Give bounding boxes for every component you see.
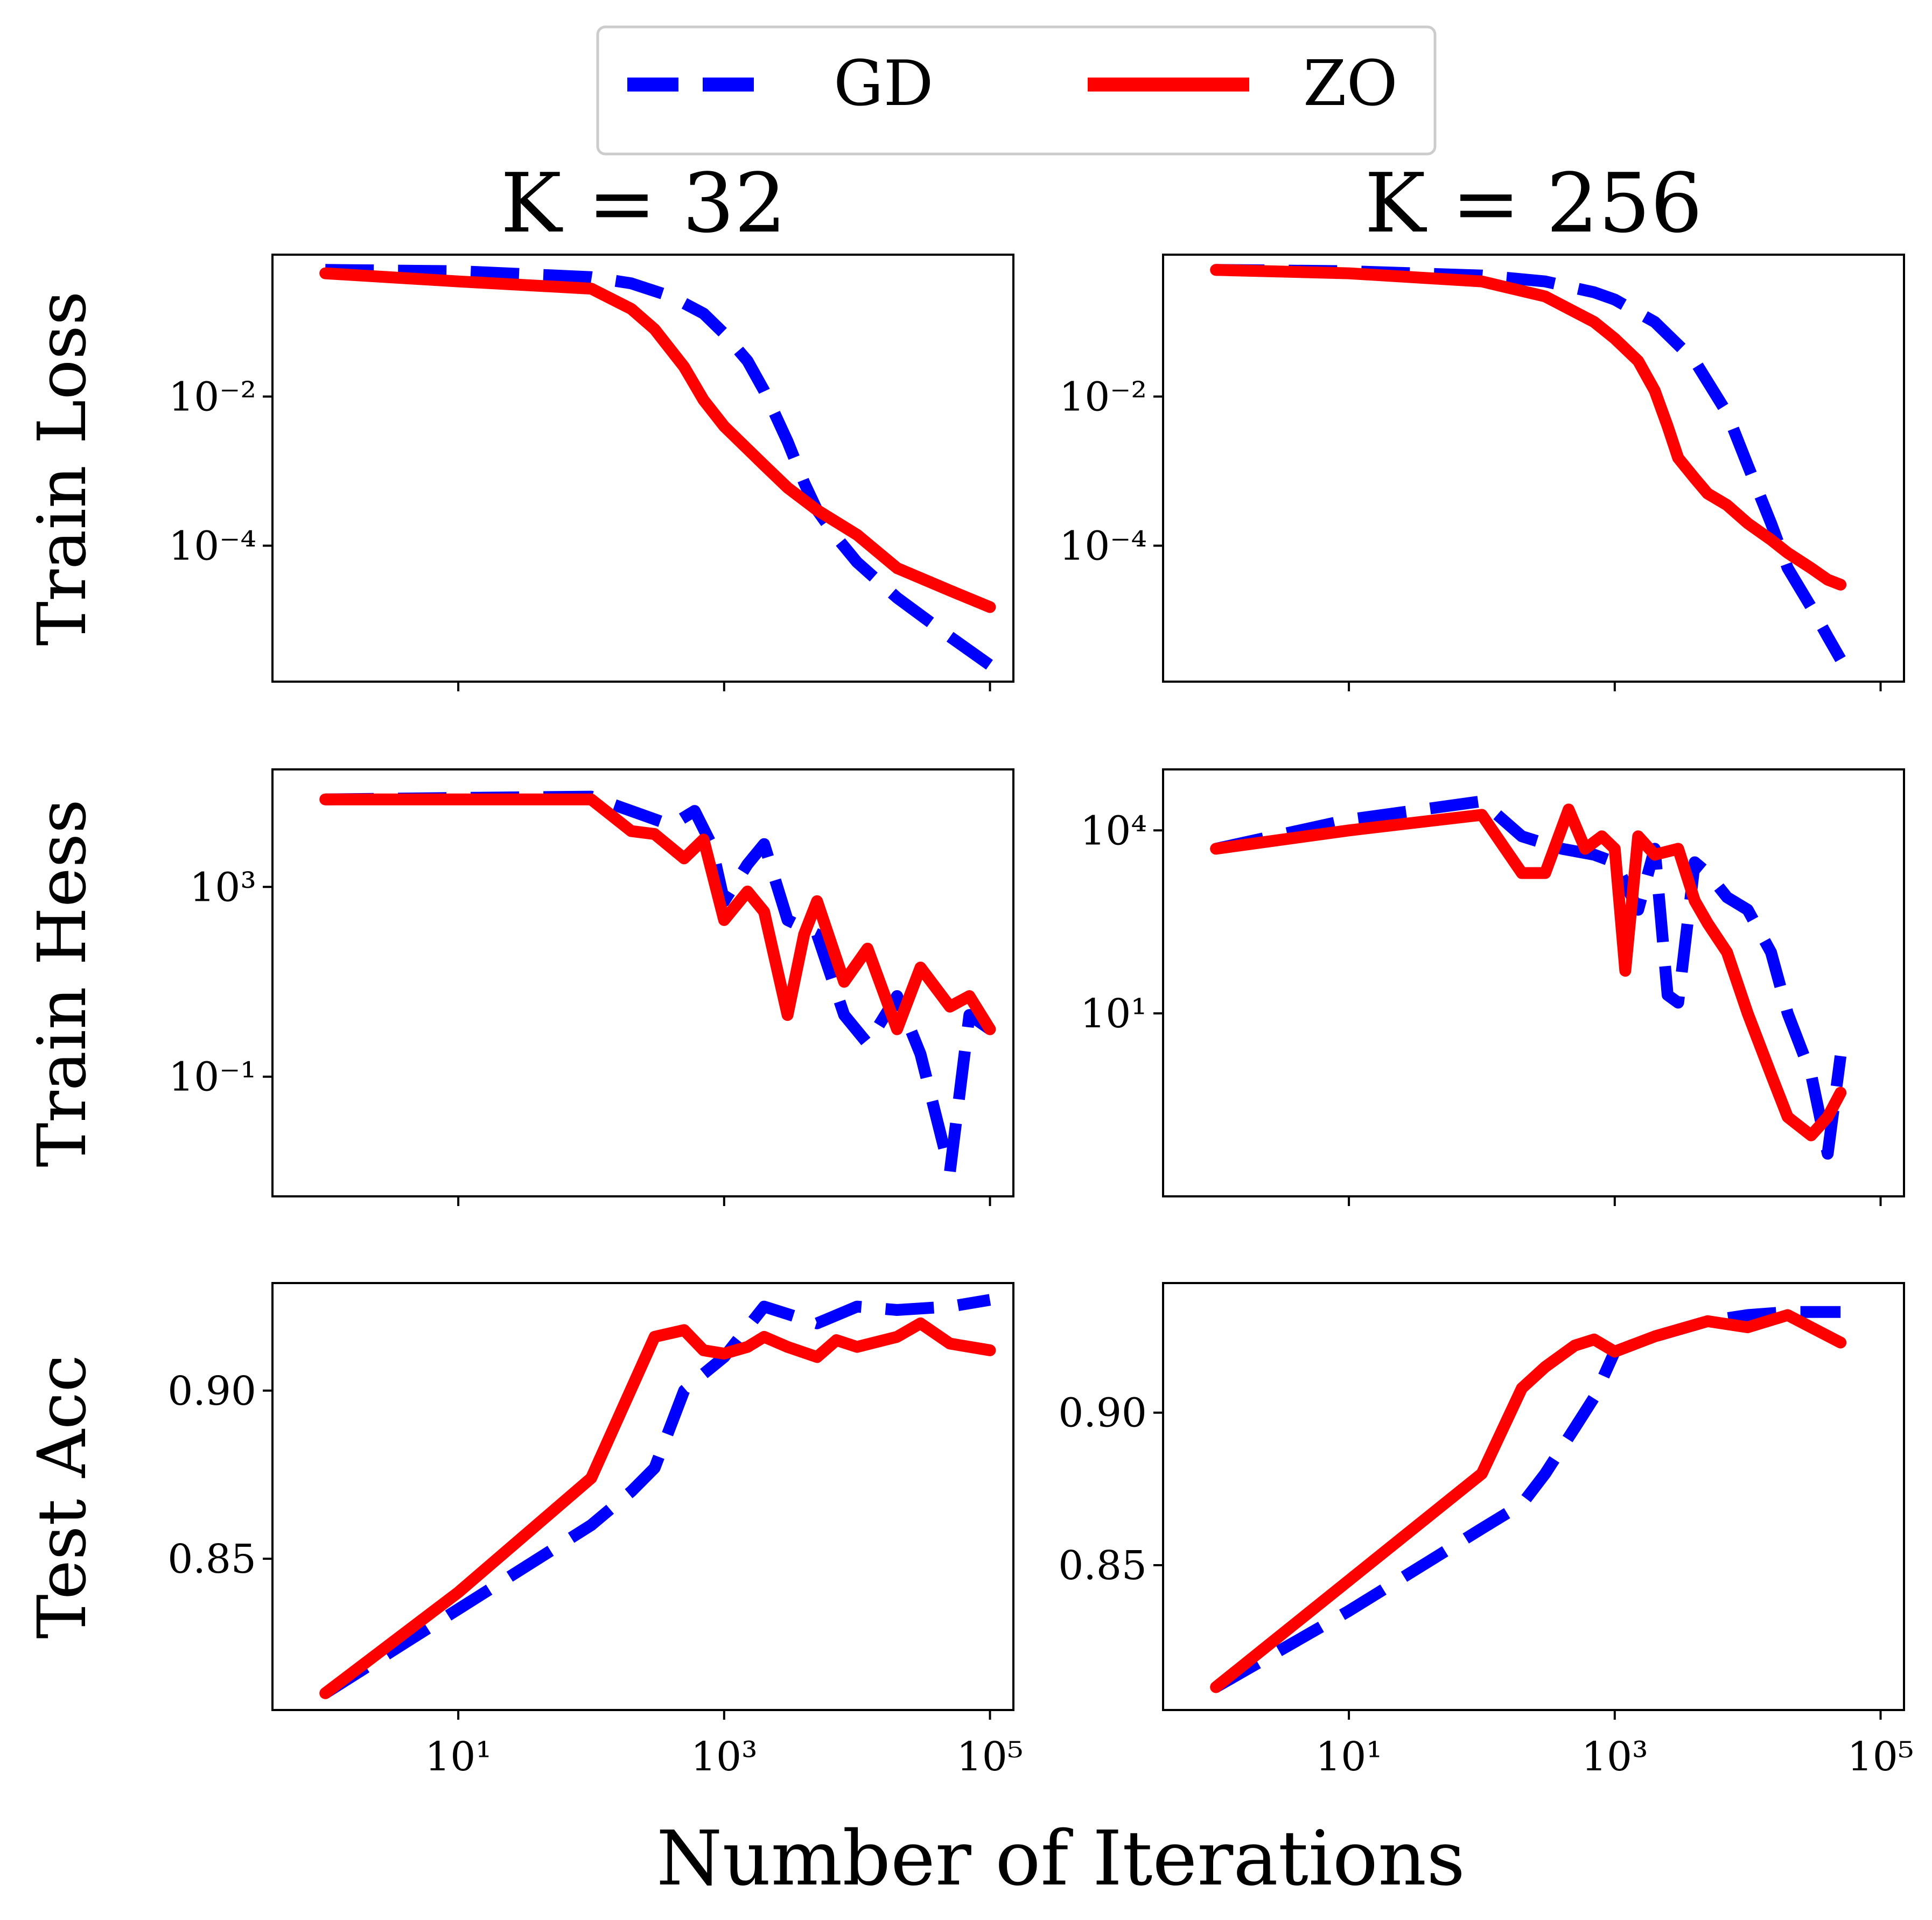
y-tick-label: 10⁻⁴: [1059, 523, 1147, 569]
legend-frame: [596, 25, 1437, 156]
y-tick-label: 10⁴: [1080, 808, 1147, 854]
series-zo-line: [319, 1317, 996, 1699]
series-zo-line: [1210, 1309, 1847, 1693]
series-zo-line: [319, 267, 996, 613]
x-tick-label: 10³: [1581, 1734, 1648, 1780]
series-gd-line: [325, 790, 993, 1178]
col-title-k32: K = 32: [501, 156, 787, 251]
y-tick-label: 0.90: [1058, 1390, 1147, 1437]
x-tick-label: 10¹: [425, 1734, 492, 1780]
x-tick-label: 10⁵: [1847, 1734, 1914, 1780]
series-group: [1210, 1306, 1847, 1693]
axes-frame: [1162, 254, 1905, 683]
panel-k32-train-loss: 10⁻² 10⁻⁴: [169, 254, 1014, 691]
row-label-train-hess: Train Hess: [24, 799, 101, 1167]
series-gd-line: [1216, 264, 1846, 662]
series-zo-line: [1210, 803, 1847, 1141]
panel-k32-test-acc: 10¹ 10³ 10⁵ 0.90 0.85: [167, 1282, 1024, 1780]
axes-frame: [1162, 768, 1905, 1197]
series-gd-line: [1214, 795, 1847, 1160]
panel-k256-train-loss: 10⁻² 10⁻⁴: [1059, 254, 1905, 691]
legend-zo-label: ZO: [1303, 47, 1398, 120]
series-group: [319, 1294, 996, 1699]
series-group: [319, 790, 996, 1178]
panel-k256-test-acc: 10¹ 10³ 10⁵ 0.90 0.85: [1058, 1282, 1914, 1780]
axes-frame: [271, 254, 1014, 683]
axes-frame: [1162, 1282, 1905, 1711]
y-tick-label: 10¹: [1080, 991, 1147, 1037]
y-tick-label: 0.85: [167, 1536, 256, 1582]
panel-k32-train-hess: 10³ 10⁻¹: [169, 768, 1014, 1206]
series-zo-line: [1210, 264, 1847, 591]
series-gd-line: [1213, 1306, 1841, 1693]
axes-frame: [271, 768, 1014, 1197]
y-tick-label: 10⁻⁴: [169, 523, 256, 569]
x-tick-label: 10¹: [1315, 1734, 1382, 1780]
series-group: [1210, 264, 1847, 662]
x-axis-label: Number of Iterations: [656, 1815, 1465, 1903]
row-label-test-acc: Test Acc: [24, 1355, 101, 1639]
legend: GD ZO: [596, 25, 1437, 156]
y-tick-label: 10⁻¹: [169, 1054, 256, 1101]
x-tick-label: 10³: [691, 1734, 758, 1780]
y-tick-label: 0.85: [1058, 1543, 1147, 1589]
row-label-train-loss: Train Loss: [24, 291, 101, 646]
col-title-k256: K = 256: [1364, 156, 1703, 251]
series-zo-line: [319, 793, 996, 1035]
y-tick-label: 10⁻²: [1059, 374, 1147, 421]
series-group: [1210, 795, 1847, 1160]
x-tick-label: 10⁵: [957, 1734, 1024, 1780]
series-gd-line: [325, 264, 993, 670]
y-tick-label: 0.90: [167, 1368, 256, 1414]
y-tick-label: 10⁻²: [169, 374, 256, 421]
panel-k256-train-hess: 10⁴ 10¹: [1080, 768, 1905, 1206]
axes-frame: [271, 1282, 1014, 1711]
y-tick-label: 10³: [190, 864, 256, 910]
series-gd-line: [322, 1294, 991, 1699]
series-group: [319, 264, 996, 670]
legend-gd-label: GD: [834, 47, 934, 120]
